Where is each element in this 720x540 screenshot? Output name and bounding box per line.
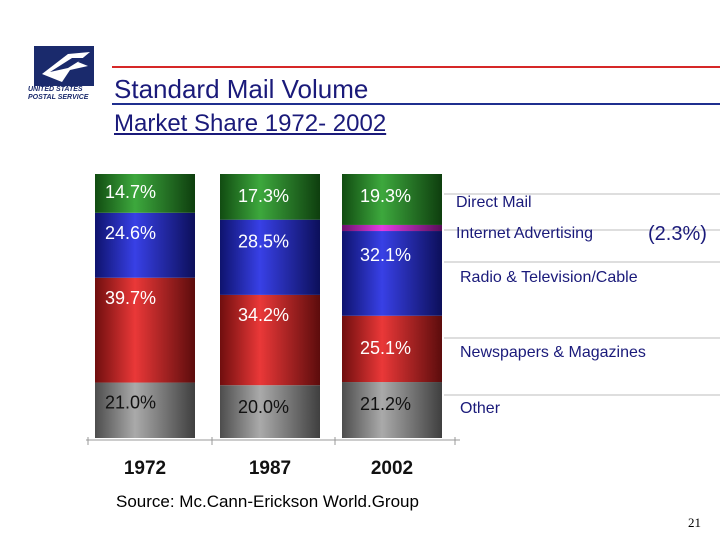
x-tick-label-1972: 1972	[124, 458, 166, 479]
legend-label-internet-advertising: Internet Advertising	[456, 225, 593, 242]
legend-extra-internet-share: (2.3%)	[648, 223, 707, 245]
legend-label-other: Other	[460, 400, 501, 417]
bar-segment-2002-radio-television-cable	[342, 231, 442, 316]
bar-segment-1987-radio-television-cable	[220, 219, 320, 295]
bar-segment-1972-newspapers-magazines	[95, 277, 195, 383]
data-label-1972-other: 21.0%	[105, 393, 156, 413]
bar-segment-2002-other	[342, 382, 442, 438]
logo-line-1: UNITED STATES	[28, 86, 83, 93]
data-label-2002-radio-television-cable: 32.1%	[360, 245, 411, 265]
bar-segment-1987-direct-mail	[220, 174, 320, 220]
bar-segment-1972-direct-mail	[95, 174, 195, 213]
data-label-1972-radio-television-cable: 24.6%	[105, 223, 156, 243]
page-number: 21	[688, 515, 701, 530]
logo-line-2: POSTAL SERVICE	[28, 94, 89, 101]
usps-eagle-logo	[34, 46, 94, 86]
bar-segment-2002-newspapers-magazines	[342, 315, 442, 383]
page-subtitle: Market Share 1972- 2002	[114, 110, 387, 137]
bar-segment-1972-radio-television-cable	[95, 212, 195, 278]
red-rule	[112, 66, 720, 68]
data-label-2002-other: 21.2%	[360, 394, 411, 414]
data-label-1972-newspapers-magazines: 39.7%	[105, 288, 156, 308]
source-note: Source: Mc.Cann-Erickson World.Group	[116, 492, 419, 511]
bar-segment-1987-newspapers-magazines	[220, 294, 320, 386]
legend-label-direct-mail: Direct Mail	[456, 194, 532, 211]
bar-segment-1987-other	[220, 385, 320, 438]
data-label-1987-direct-mail: 17.3%	[238, 186, 289, 206]
data-label-1987-other: 20.0%	[238, 397, 289, 417]
bar-segment-1972-other	[95, 382, 195, 438]
data-label-1987-radio-television-cable: 28.5%	[238, 232, 289, 252]
data-label-1987-newspapers-magazines: 34.2%	[238, 305, 289, 325]
bar-segment-2002-internet-advertising	[342, 224, 442, 232]
data-label-1972-direct-mail: 14.7%	[105, 182, 156, 202]
legend-label-radio-television-cable: Radio & Television/Cable	[460, 269, 638, 286]
blue-rule	[112, 103, 720, 105]
page-title: Standard Mail Volume	[114, 74, 369, 104]
x-tick-label-2002: 2002	[371, 458, 413, 479]
bar-segment-2002-direct-mail	[342, 174, 442, 225]
legend-label-newspapers-magazines: Newspapers & Magazines	[460, 344, 646, 361]
data-label-2002-newspapers-magazines: 25.1%	[360, 338, 411, 358]
logo-caption: UNITED STATES POSTAL SERVICE	[28, 86, 100, 102]
x-tick-label-1987: 1987	[249, 458, 291, 479]
data-label-2002-direct-mail: 19.3%	[360, 186, 411, 206]
